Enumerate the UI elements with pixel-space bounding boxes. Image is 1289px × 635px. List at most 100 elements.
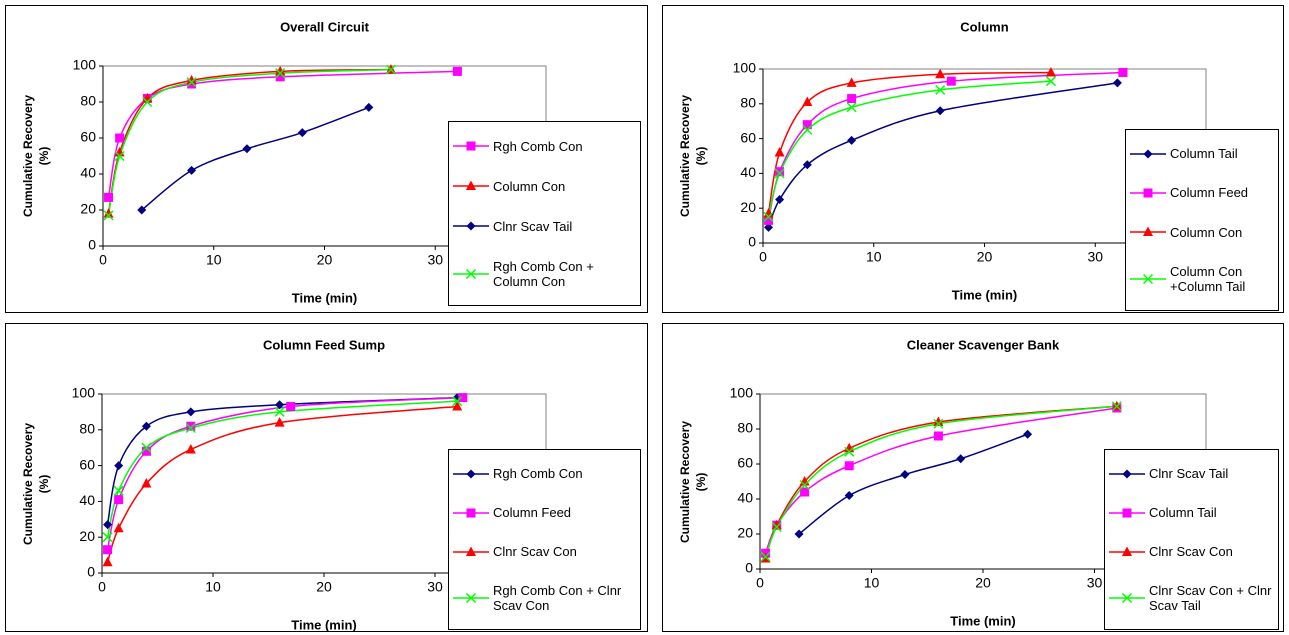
marker [775,195,785,204]
y-axis-label: Cumulative Recovery (%) [21,94,51,218]
x-tick-label: 30 [427,579,443,595]
y-tick-label: 40 [80,165,96,181]
marker [774,168,785,179]
marker [275,400,285,410]
marker [775,167,785,177]
y-tick-label: 0 [745,560,753,576]
y-tick-label: 40 [737,490,753,506]
marker [452,401,463,411]
marker [760,551,771,562]
legend-label: Rgh Comb Con [493,466,583,481]
legend-swatch [1109,546,1145,556]
legend-item: Column Feed [1130,185,1274,200]
y-tick-label: 100 [733,60,757,76]
marker [113,485,124,496]
marker [465,592,477,604]
marker [1122,546,1132,556]
marker [186,421,196,431]
legend-item: Rgh Comb Con [453,466,636,481]
legend-item: Column Tail [1109,505,1274,520]
x-tick-label: 20 [317,252,333,268]
x-tick-label: 30 [427,252,443,268]
legend-swatch [1130,226,1166,237]
x-tick-label: 0 [98,579,106,595]
legend-label: Column Tail [1149,505,1217,520]
marker [771,519,782,530]
marker [847,94,857,104]
x-tick-label: 10 [205,579,221,595]
marker [186,407,196,417]
x-axis-label: Time (min) [952,287,1018,302]
x-axis-label: Time (min) [292,290,358,305]
legend-item: Column Tail [1130,146,1274,161]
marker [275,68,286,79]
marker [364,102,374,112]
marker [274,406,285,417]
x-tick-label: 10 [866,249,882,265]
marker [186,74,197,85]
marker [1023,429,1033,439]
marker [847,135,857,145]
marker [186,77,197,88]
marker [933,418,944,429]
marker [802,124,813,135]
x-tick-label: 0 [756,575,764,591]
legend-swatch [453,221,489,231]
marker [1111,401,1122,412]
marker [764,222,774,232]
legend-item: Clnr Scav Con [453,544,636,559]
marker [802,160,812,170]
marker [103,520,113,530]
y-tick-label: 40 [79,492,95,508]
legend: Rgh Comb Con Column Con Clnr Scav Tail Rgh … [448,121,641,306]
x-tick-label: 30 [1087,575,1103,591]
x-tick-label: 20 [975,575,991,591]
y-tick-label: 80 [79,421,95,437]
legend-item: Clnr Scav Con + Clnr Scav Tail [1109,583,1274,613]
legend-item: Column Feed [453,505,636,520]
marker [1122,469,1132,478]
marker [844,461,854,471]
marker [102,532,113,543]
chart-title: Overall Circuit [280,19,370,34]
legend-item: Clnr Scav Tail [1109,466,1274,481]
marker [802,96,813,107]
marker [385,64,396,75]
marker [141,442,152,453]
legend-swatch [453,180,489,190]
marker [763,211,774,222]
marker [141,478,152,488]
marker [956,454,966,464]
legend-label: Column Con [1170,224,1243,240]
chart-panel: 0 20 40 60 80 100 0 10 20 30 Column Feed Sump Time … [5,323,648,632]
legend-label: Column Con +Column Tail [1170,263,1246,294]
marker [466,469,476,478]
y-tick-label: 20 [740,199,756,215]
y-tick-label: 0 [87,564,95,580]
marker [114,495,124,505]
legend: Rgh Comb Con Column Feed Clnr Scav Con Rgh … [448,449,641,630]
legend-swatch [1109,469,1145,478]
y-tick-label: 20 [79,528,95,544]
marker [900,470,910,479]
legend-swatch [1130,188,1166,198]
legend-item: Column Con [453,179,636,194]
legend-swatch [1130,273,1166,284]
marker [102,556,113,567]
legend-label: Clnr Scav Con [1149,544,1233,559]
marker [466,180,476,190]
marker [935,84,946,95]
chart-panel: 0 20 40 60 80 100 0 10 20 30 Cleaner Scavenger Ban… [662,323,1284,632]
x-tick-label: 10 [206,252,222,268]
legend-label: Rgh Comb Con [493,138,583,154]
marker [933,431,943,441]
legend-label: Clnr Scav Con [493,544,577,559]
marker [297,128,307,138]
chart-panel: 0 20 40 60 80 100 0 10 20 30 Overall Circuit Time (… [5,5,648,313]
y-tick-label: 0 [88,237,96,253]
y-tick-label: 100 [72,385,96,401]
marker [114,461,124,471]
marker [458,393,468,403]
marker [141,421,151,431]
